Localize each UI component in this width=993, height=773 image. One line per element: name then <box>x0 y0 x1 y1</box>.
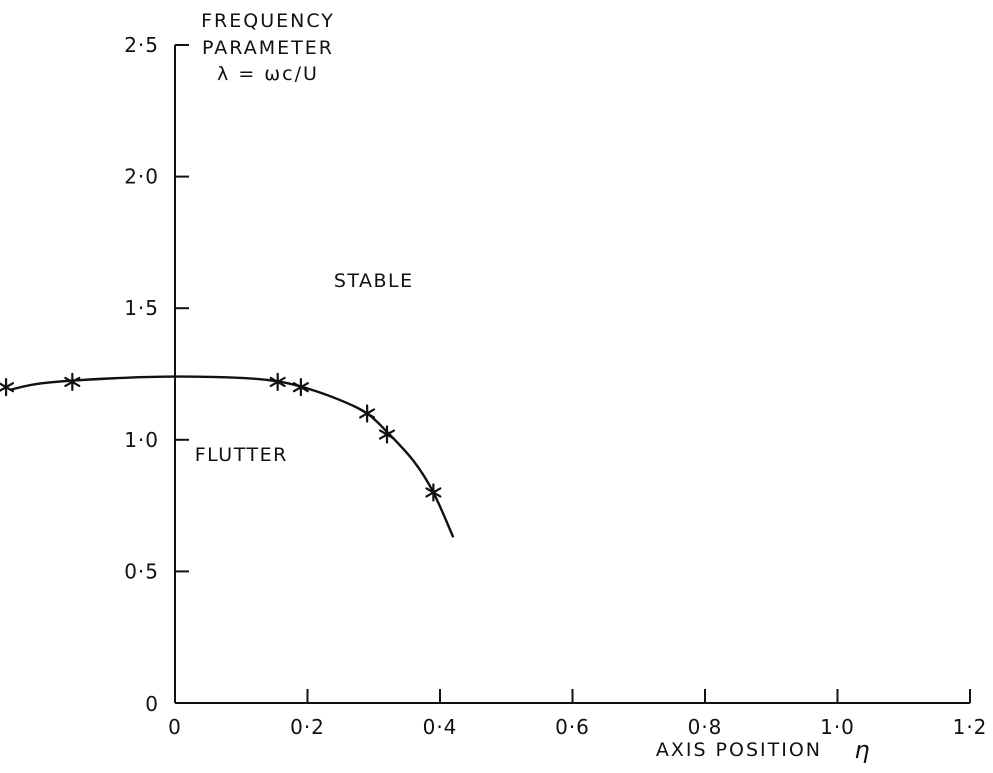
x-tick-label: 0·2 <box>290 715 325 739</box>
data-point-marker <box>269 372 286 391</box>
marker-stroke <box>292 382 309 393</box>
x-tick-label: 0 <box>168 715 182 739</box>
y-axis-title-line-2: PARAMETER <box>202 37 334 59</box>
y-tick-label: 2·0 <box>124 165 159 189</box>
x-tick-labels: 0 0·2 0·4 0·6 0·8 1·0 1·2 <box>168 715 988 739</box>
y-ticks <box>175 44 189 573</box>
marker-stroke <box>425 487 442 498</box>
data-point-marker <box>292 378 309 397</box>
marker-stroke <box>64 376 81 387</box>
x-tick-label: 0·4 <box>423 715 458 739</box>
x-ticks <box>306 689 971 703</box>
y-tick-label: 1·0 <box>124 428 159 452</box>
region-label-flutter: FLUTTER <box>195 444 288 466</box>
marker-stroke <box>0 382 15 393</box>
y-tick-label: 1·5 <box>124 296 159 320</box>
x-tick-label: 0·6 <box>555 715 590 739</box>
marker-stroke <box>269 376 286 387</box>
y-tick-labels: 0 0·5 1·0 1·5 2·0 2·5 <box>124 33 159 716</box>
data-point-markers <box>0 372 442 502</box>
y-tick-label: 0 <box>145 692 159 716</box>
x-tick-label: 0·8 <box>688 715 723 739</box>
data-point-marker <box>0 378 15 397</box>
y-tick-label: 2·5 <box>124 33 159 57</box>
x-axis-title: AXIS POSITION <box>656 739 822 761</box>
y-axis-title-line-1: FREQUENCY <box>201 10 335 32</box>
marker-stroke <box>378 429 396 440</box>
y-axis-title-line-3: λ = ωc/U <box>217 63 319 85</box>
data-point-marker <box>425 483 442 502</box>
x-axis-symbol: η <box>854 736 869 764</box>
x-tick-label: 1·2 <box>953 715 988 739</box>
data-point-marker <box>359 404 376 423</box>
marker-stroke <box>359 408 376 419</box>
flutter-boundary-curve <box>9 375 455 538</box>
region-label-stable: STABLE <box>334 270 414 292</box>
y-tick-label: 0·5 <box>124 559 159 583</box>
data-point-marker <box>64 372 81 391</box>
x-tick-label: 1·0 <box>820 715 855 739</box>
data-point-marker <box>378 425 396 444</box>
